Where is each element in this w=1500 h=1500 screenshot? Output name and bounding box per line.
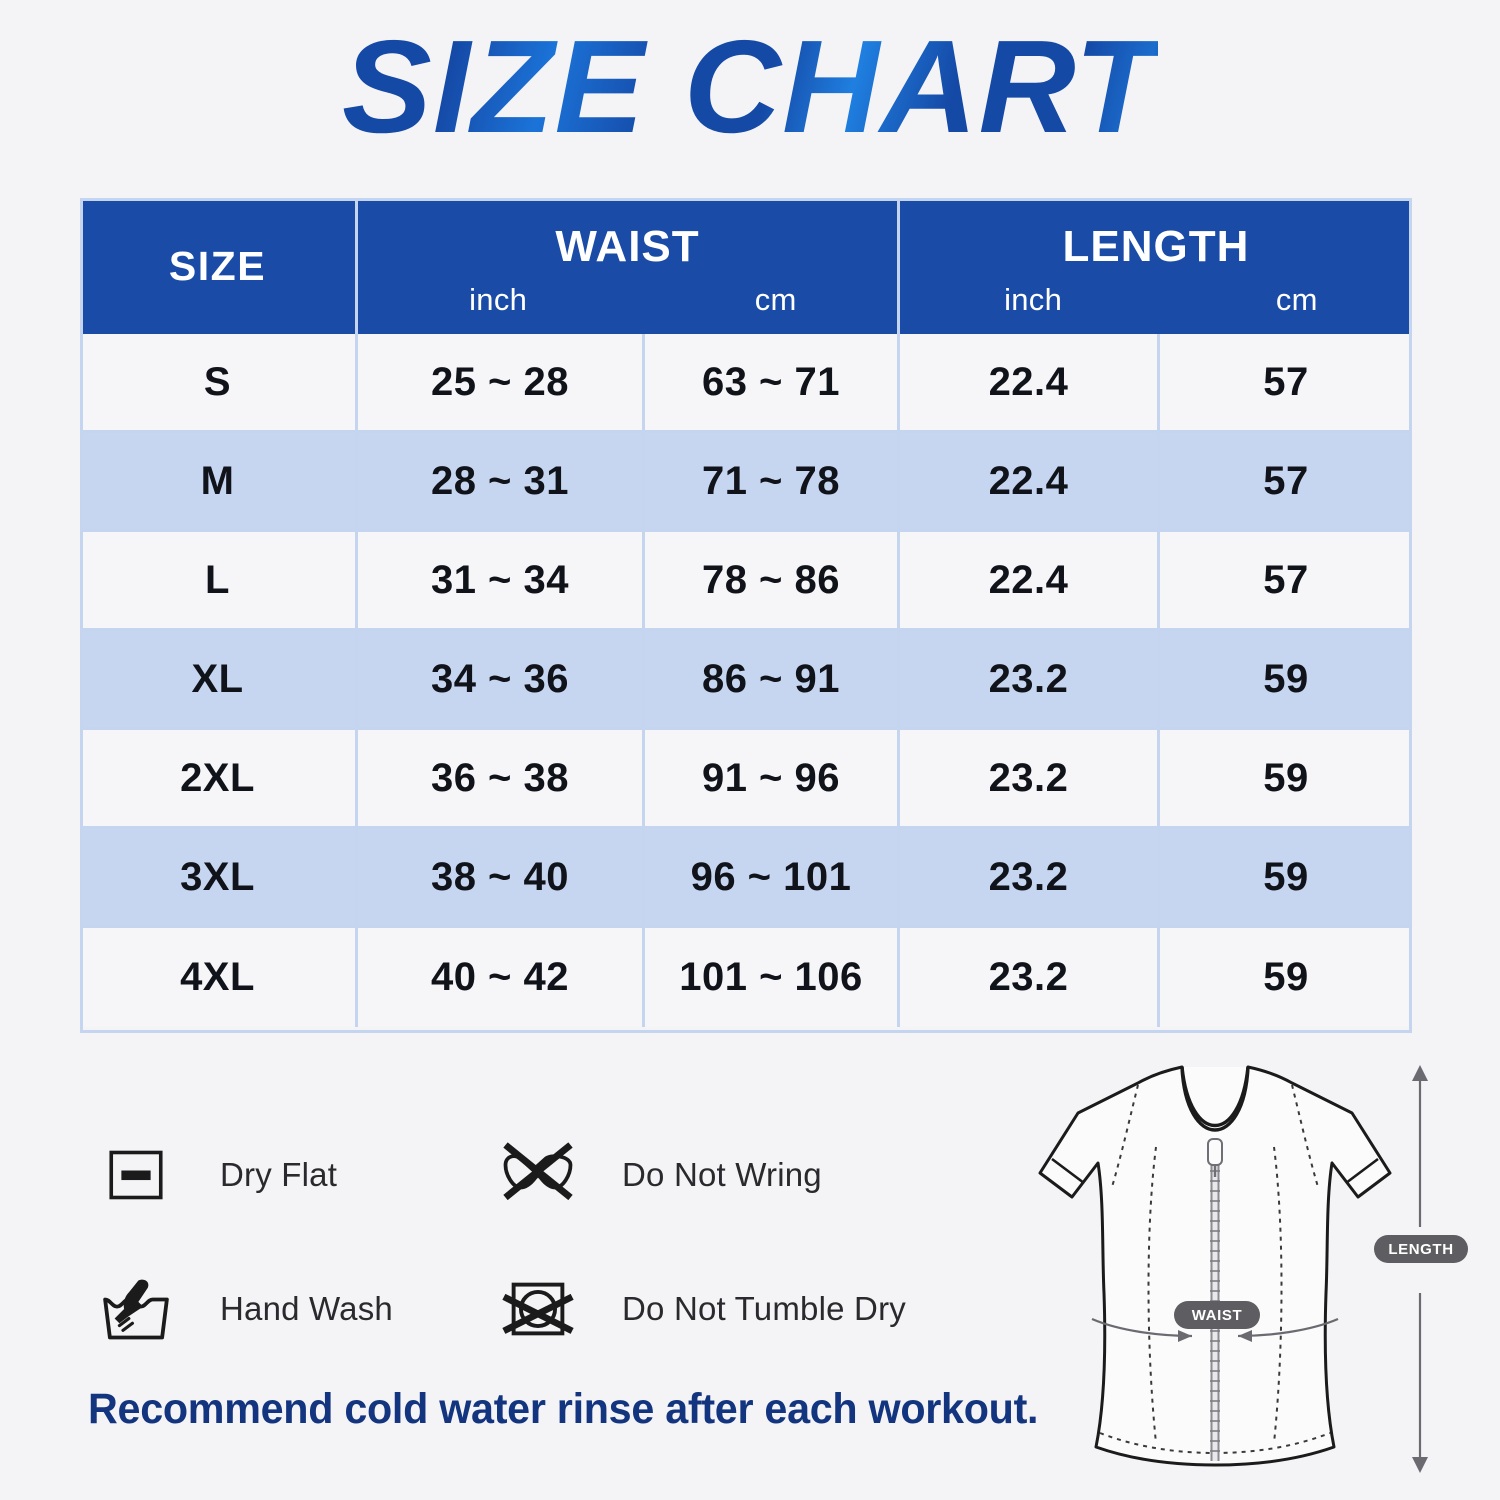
table-cell-length-inch: 23.2	[900, 829, 1160, 928]
care-item-do-not-wring: Do Not Wring	[490, 1127, 822, 1223]
table-body: S 25 ~ 28 63 ~ 71 22.4 57 M 28 ~ 31 71 ~ 78 22.4…	[80, 334, 1412, 1027]
table-cell-waist-cm: 63 ~ 71	[645, 334, 900, 433]
table-cell-size: XL	[80, 631, 358, 730]
table-cell-size: 4XL	[80, 928, 358, 1027]
column-header-size: SIZE	[80, 198, 358, 334]
length-badge-label: LENGTH	[1388, 1241, 1453, 1258]
column-header-waist: WAIST inch cm	[358, 198, 900, 334]
recommend-note: Recommend cold water rinse after each wo…	[88, 1385, 1039, 1433]
table-cell-size: 3XL	[80, 829, 358, 928]
hand-wash-icon	[88, 1261, 184, 1357]
column-header-waist-inch: inch	[469, 282, 528, 317]
care-item-dry-flat: Dry Flat	[88, 1127, 490, 1223]
column-header-length-label: LENGTH	[1062, 222, 1250, 271]
column-header-size-label: SIZE	[168, 243, 267, 289]
care-label-do-not-tumble-dry: Do Not Tumble Dry	[622, 1290, 906, 1327]
table-cell-length-cm: 59	[1160, 631, 1412, 730]
size-chart-table: SIZE WAIST inch cm LENGTH inch cm S 25 ~ …	[80, 198, 1412, 1027]
table-cell-waist-inch: 36 ~ 38	[358, 730, 645, 829]
table-row: 4XL 40 ~ 42 101 ~ 106 23.2 59	[80, 928, 1412, 1027]
table-cell-length-cm: 57	[1160, 433, 1412, 532]
column-header-length: LENGTH inch cm	[900, 198, 1412, 334]
table-header-row: SIZE WAIST inch cm LENGTH inch cm	[80, 198, 1412, 334]
waist-badge: WAIST	[1174, 1301, 1260, 1329]
waist-badge-label: WAIST	[1192, 1307, 1243, 1324]
table-cell-size: L	[80, 532, 358, 631]
table-cell-size: 2XL	[80, 730, 358, 829]
dry-flat-icon	[88, 1127, 184, 1223]
table-cell-length-inch: 23.2	[900, 631, 1160, 730]
table-row: 3XL 38 ~ 40 96 ~ 101 23.2 59	[80, 829, 1412, 928]
table-row: XL 34 ~ 36 86 ~ 91 23.2 59	[80, 631, 1412, 730]
table-cell-waist-inch: 38 ~ 40	[358, 829, 645, 928]
table-row: M 28 ~ 31 71 ~ 78 22.4 57	[80, 433, 1412, 532]
care-label-do-not-wring: Do Not Wring	[622, 1156, 822, 1193]
table-cell-size: M	[80, 433, 358, 532]
table-row: S 25 ~ 28 63 ~ 71 22.4 57	[80, 334, 1412, 433]
table-cell-length-cm: 59	[1160, 730, 1412, 829]
table-cell-size: S	[80, 334, 358, 433]
column-header-waist-label: WAIST	[555, 222, 700, 271]
table-cell-waist-cm: 86 ~ 91	[645, 631, 900, 730]
length-badge: LENGTH	[1374, 1235, 1468, 1263]
table-row: L 31 ~ 34 78 ~ 86 22.4 57	[80, 532, 1412, 631]
table-cell-length-cm: 57	[1160, 334, 1412, 433]
table-cell-length-cm: 57	[1160, 532, 1412, 631]
table-cell-length-inch: 23.2	[900, 928, 1160, 1027]
table-cell-waist-inch: 40 ~ 42	[358, 928, 645, 1027]
table-cell-waist-cm: 91 ~ 96	[645, 730, 900, 829]
garment-illustration: WAIST LENGTH	[960, 1055, 1470, 1500]
care-row-1: Dry Flat Do Not Wring	[88, 1108, 988, 1242]
table-cell-length-inch: 22.4	[900, 433, 1160, 532]
column-header-length-cm: cm	[1275, 282, 1318, 317]
table-cell-waist-cm: 96 ~ 101	[645, 829, 900, 928]
column-header-waist-cm: cm	[754, 282, 797, 317]
page-title: SIZE CHART	[342, 13, 1158, 160]
table-cell-waist-inch: 25 ~ 28	[358, 334, 645, 433]
table-cell-length-cm: 59	[1160, 829, 1412, 928]
table-cell-waist-cm: 78 ~ 86	[645, 532, 900, 631]
care-row-2: Hand Wash Do Not Tumble Dry	[88, 1242, 988, 1376]
table-cell-length-inch: 22.4	[900, 334, 1160, 433]
care-instructions-grid: Dry Flat Do Not Wring	[88, 1108, 988, 1376]
table-cell-length-inch: 23.2	[900, 730, 1160, 829]
table-cell-waist-inch: 31 ~ 34	[358, 532, 645, 631]
care-item-do-not-tumble-dry: Do Not Tumble Dry	[490, 1261, 906, 1357]
table-cell-length-inch: 22.4	[900, 532, 1160, 631]
do-not-tumble-dry-icon	[490, 1261, 586, 1357]
table-row: 2XL 36 ~ 38 91 ~ 96 23.2 59	[80, 730, 1412, 829]
care-label-dry-flat: Dry Flat	[220, 1156, 338, 1193]
table-cell-waist-inch: 28 ~ 31	[358, 433, 645, 532]
table-cell-waist-cm: 101 ~ 106	[645, 928, 900, 1027]
table-cell-waist-inch: 34 ~ 36	[358, 631, 645, 730]
do-not-wring-icon	[490, 1127, 586, 1223]
table-header: SIZE WAIST inch cm LENGTH inch cm	[80, 198, 1412, 334]
table-cell-waist-cm: 71 ~ 78	[645, 433, 900, 532]
care-item-hand-wash: Hand Wash	[88, 1261, 490, 1357]
page-title-container: SIZE CHART	[0, 13, 1500, 160]
care-label-hand-wash: Hand Wash	[220, 1290, 393, 1327]
column-header-length-inch: inch	[1004, 282, 1063, 317]
table-cell-length-cm: 59	[1160, 928, 1412, 1027]
